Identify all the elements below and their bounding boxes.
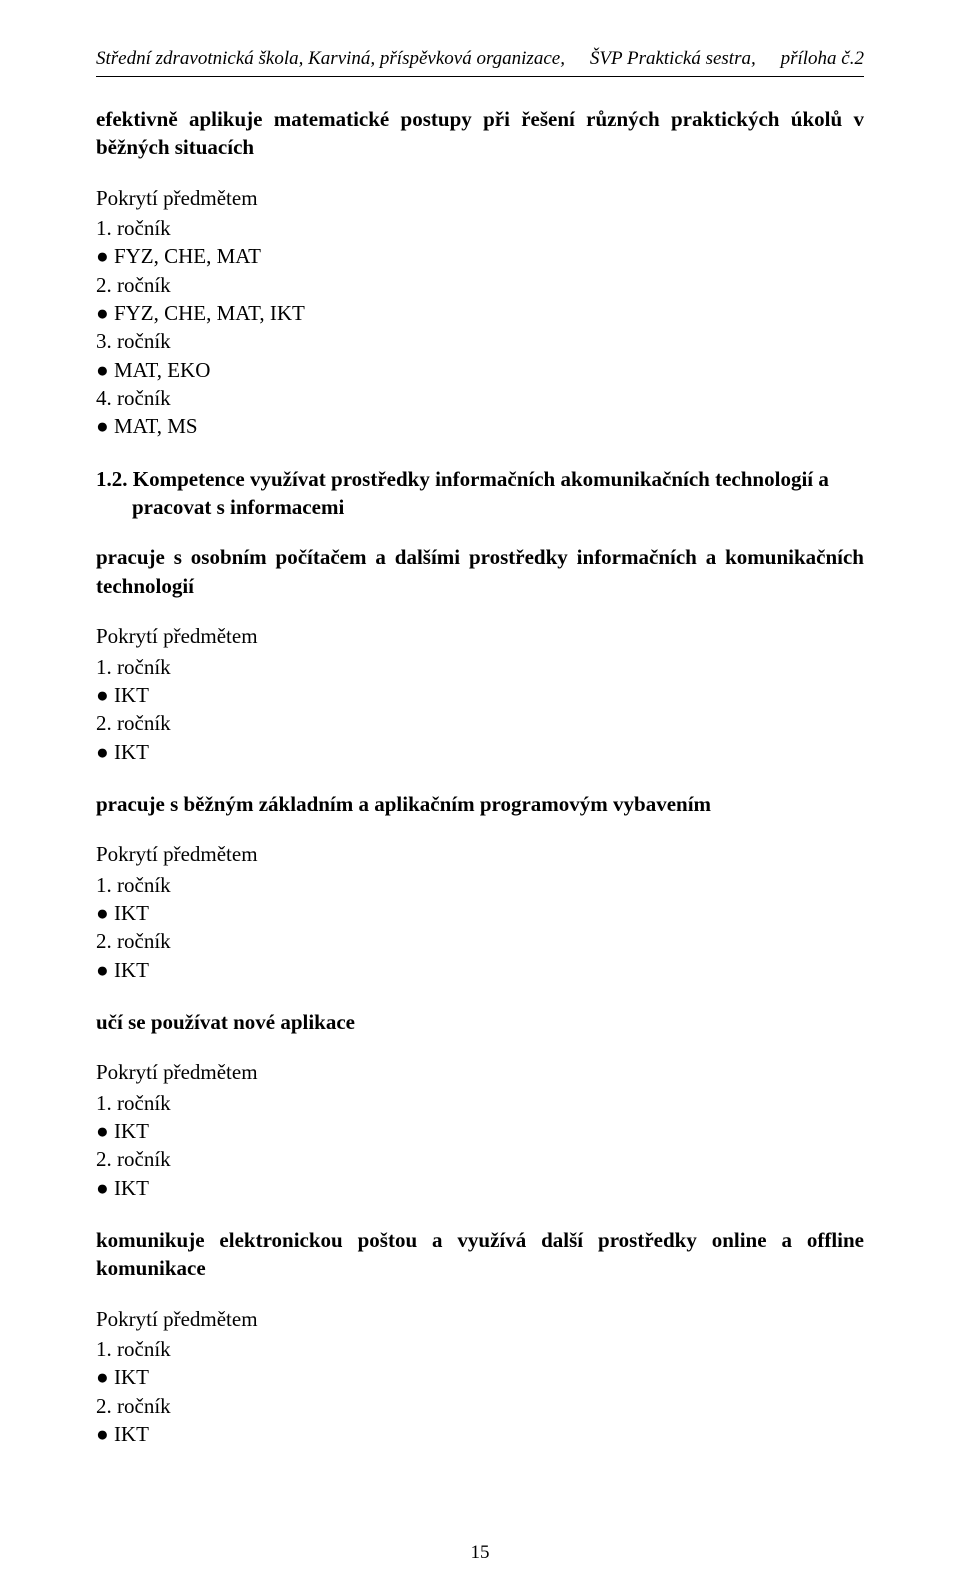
coverage-block: Pokrytí předmětem 1. ročník FYZ, CHE, MA… bbox=[96, 184, 864, 441]
section-title: učí se používat nové aplikace bbox=[96, 1008, 864, 1036]
competence-heading: 1.2. Kompetence využívat prostředky info… bbox=[96, 465, 864, 522]
section-title: pracuje s běžným základním a aplikačním … bbox=[96, 790, 864, 818]
grade-line: 1. ročník bbox=[96, 1335, 864, 1363]
section-title: efektivně aplikuje matematické postupy p… bbox=[96, 105, 864, 162]
coverage-block: Pokrytí předmětem 1. ročník IKT 2. roční… bbox=[96, 1058, 864, 1202]
grade-line: 3. ročník bbox=[96, 327, 864, 355]
header-right: příloha č.2 bbox=[781, 48, 864, 70]
covered-label: Pokrytí předmětem bbox=[96, 184, 864, 212]
header-rule bbox=[96, 76, 864, 77]
coverage-block: Pokrytí předmětem 1. ročník IKT 2. roční… bbox=[96, 1305, 864, 1449]
subjects-line: IKT bbox=[96, 1363, 864, 1391]
subjects-line: IKT bbox=[96, 681, 864, 709]
grade-line: 1. ročník bbox=[96, 1089, 864, 1117]
subjects-line: IKT bbox=[96, 956, 864, 984]
covered-label: Pokrytí předmětem bbox=[96, 622, 864, 650]
competence-title: Kompetence využívat prostředky informačn… bbox=[132, 467, 829, 519]
grade-line: 1. ročník bbox=[96, 871, 864, 899]
subjects-line: MAT, MS bbox=[96, 412, 864, 440]
header-left: Střední zdravotnická škola, Karviná, pří… bbox=[96, 48, 565, 70]
subjects-line: IKT bbox=[96, 899, 864, 927]
grade-line: 1. ročník bbox=[96, 653, 864, 681]
subjects-line: IKT bbox=[96, 1174, 864, 1202]
page-header: Střední zdravotnická škola, Karviná, pří… bbox=[96, 48, 864, 70]
coverage-block: Pokrytí předmětem 1. ročník IKT 2. roční… bbox=[96, 840, 864, 984]
grade-line: 2. ročník bbox=[96, 271, 864, 299]
competence-number: 1.2. bbox=[96, 467, 128, 491]
subjects-line: FYZ, CHE, MAT, IKT bbox=[96, 299, 864, 327]
grade-line: 1. ročník bbox=[96, 214, 864, 242]
covered-label: Pokrytí předmětem bbox=[96, 1058, 864, 1086]
subjects-line: MAT, EKO bbox=[96, 356, 864, 384]
grade-line: 2. ročník bbox=[96, 709, 864, 737]
grade-line: 2. ročník bbox=[96, 1145, 864, 1173]
grade-line: 2. ročník bbox=[96, 927, 864, 955]
coverage-block: Pokrytí předmětem 1. ročník IKT 2. roční… bbox=[96, 622, 864, 766]
subjects-line: IKT bbox=[96, 1420, 864, 1448]
subjects-line: IKT bbox=[96, 738, 864, 766]
document-page: Střední zdravotnická škola, Karviná, pří… bbox=[0, 0, 960, 1596]
section-title: pracuje s osobním počítačem a dalšími pr… bbox=[96, 543, 864, 600]
grade-line: 2. ročník bbox=[96, 1392, 864, 1420]
grade-line: 4. ročník bbox=[96, 384, 864, 412]
section-title: komunikuje elektronickou poštou a využív… bbox=[96, 1226, 864, 1283]
subjects-line: FYZ, CHE, MAT bbox=[96, 242, 864, 270]
subjects-line: IKT bbox=[96, 1117, 864, 1145]
covered-label: Pokrytí předmětem bbox=[96, 1305, 864, 1333]
covered-label: Pokrytí předmětem bbox=[96, 840, 864, 868]
page-number: 15 bbox=[0, 1542, 960, 1564]
header-center: ŠVP Praktická sestra, bbox=[590, 48, 756, 70]
